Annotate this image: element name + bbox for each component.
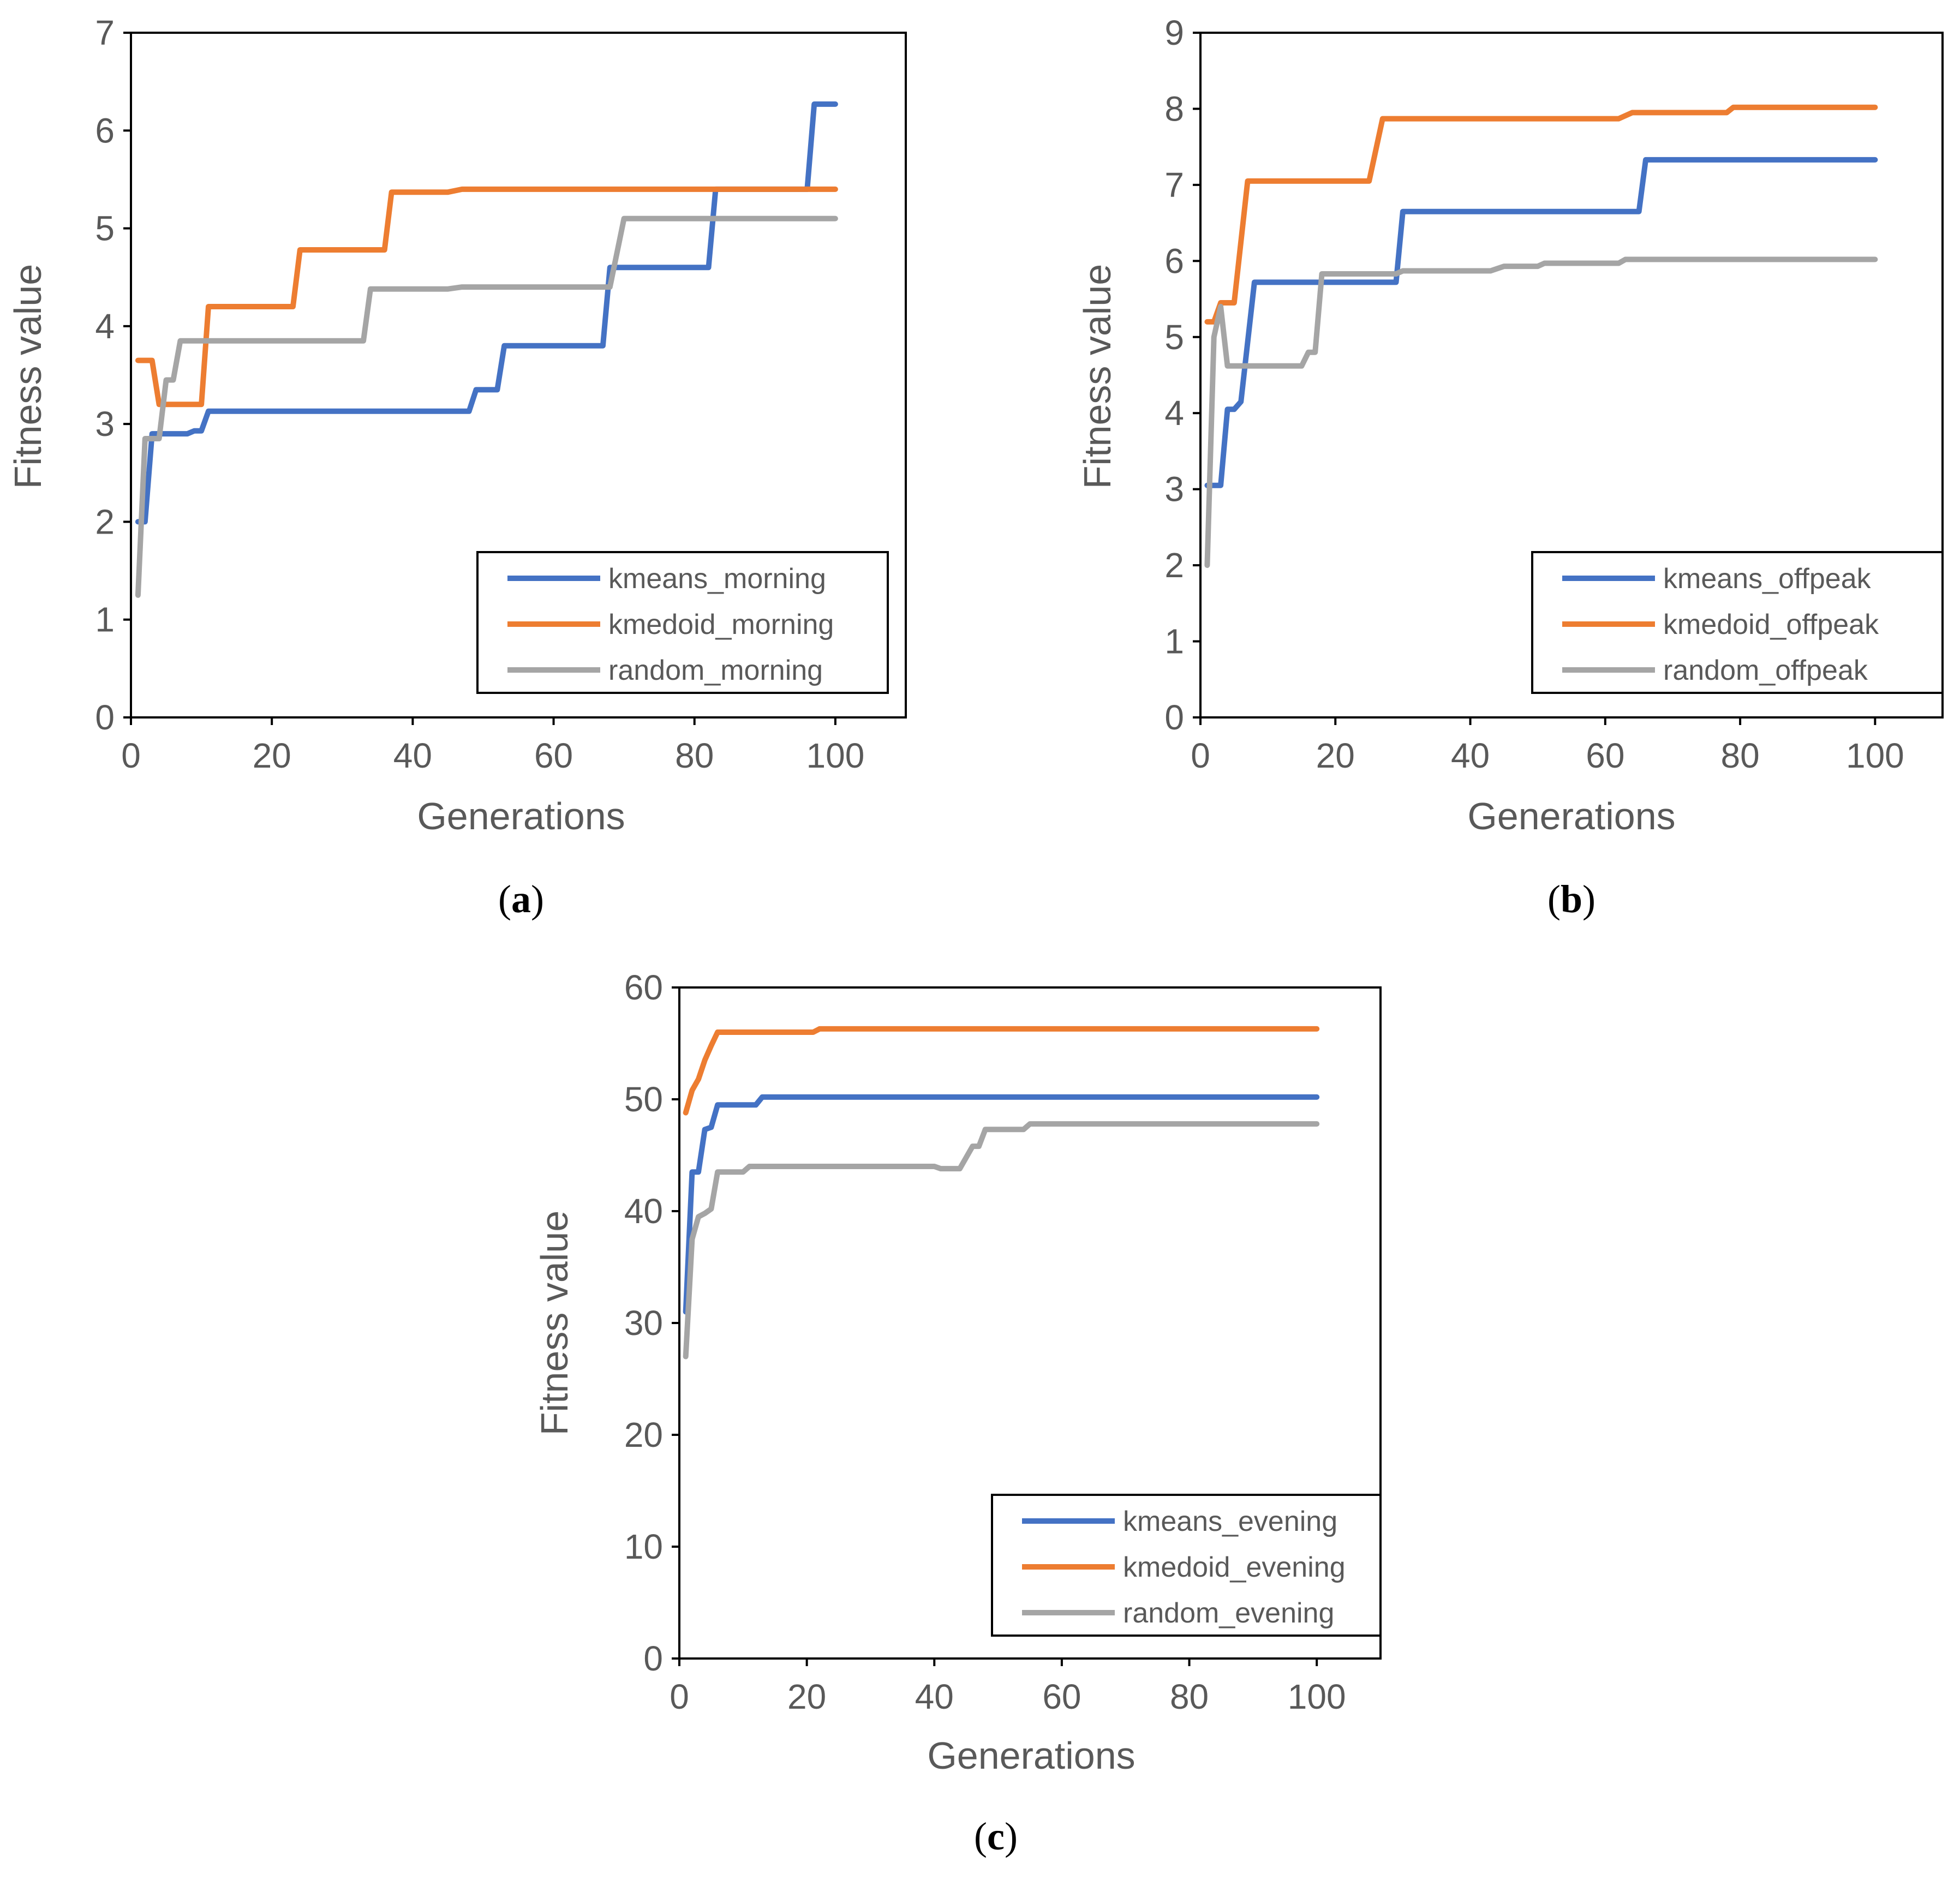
x-tick-label: 40	[915, 1677, 954, 1716]
panel-letter: c	[987, 1815, 1005, 1858]
x-tick-label: 80	[675, 736, 714, 775]
x-tick-label: 20	[787, 1677, 826, 1716]
y-tick-label: 1	[1164, 622, 1184, 661]
y-tick-label: 6	[95, 111, 115, 150]
y-axis-title: Fitness value	[1076, 264, 1119, 489]
x-tick-label: 60	[534, 736, 573, 775]
y-tick-label: 3	[1164, 470, 1184, 509]
y-tick-label: 40	[624, 1192, 663, 1231]
x-tick-label: 0	[121, 736, 141, 775]
y-tick-label: 0	[1164, 698, 1184, 737]
x-axis-title: Generations	[927, 1734, 1135, 1777]
y-axis-title: Fitness value	[533, 1211, 576, 1435]
y-tick-label: 60	[624, 968, 663, 1007]
y-tick-label: 8	[1164, 89, 1184, 128]
series-line-kmedoid_morning	[135, 186, 838, 408]
legend-label-random_morning: random_morning	[608, 655, 823, 686]
y-tick-label: 7	[1164, 165, 1184, 205]
chart-a: 0 1 2 3 4 5 6 7 0 20 40 60 80 100 Generations Fitness v…	[7, 13, 907, 921]
series-line-kmedoid_offpeak	[1204, 104, 1878, 325]
y-tick-label: 20	[624, 1415, 663, 1454]
plot-area-frame	[1199, 32, 1944, 719]
x-tick-label: 0	[1191, 736, 1210, 775]
y-tick-label: 4	[1164, 393, 1184, 433]
legend-label-random_evening: random_evening	[1123, 1597, 1334, 1629]
y-tick-label: 5	[95, 209, 115, 248]
y-tick-label: 9	[1164, 13, 1184, 52]
panel-caption: (c)	[974, 1815, 1018, 1858]
y-tick-label: 3	[95, 404, 115, 444]
panel-letter: b	[1561, 877, 1582, 921]
series-line-kmeans_morning	[135, 101, 838, 525]
chart-c: 0 10 20 30 40 50 60 0 20 40 60 80 100 Generations Fitn…	[533, 968, 1382, 1858]
y-tick-label: 2	[95, 502, 115, 541]
x-tick-label: 60	[1042, 1677, 1081, 1716]
y-tick-label: 5	[1164, 318, 1184, 357]
y-tick-label: 0	[95, 698, 115, 737]
x-axis-title: Generations	[417, 795, 625, 837]
x-tick-label: 100	[1846, 736, 1904, 775]
series-line-kmedoid_evening	[683, 1026, 1320, 1116]
y-tick-label: 50	[624, 1080, 663, 1119]
legend-label-kmeans_evening: kmeans_evening	[1123, 1506, 1337, 1537]
y-axis-title: Fitness value	[7, 264, 49, 489]
legend-label-kmeans_offpeak: kmeans_offpeak	[1663, 563, 1872, 595]
legend: kmeans_morning kmedoid_morning random_morn…	[476, 551, 889, 694]
plot-area-frame	[130, 32, 907, 719]
series-line-random_offpeak	[1204, 256, 1878, 568]
legend-label-kmedoid_offpeak: kmedoid_offpeak	[1663, 609, 1879, 640]
y-tick-label: 1	[95, 600, 115, 639]
x-tick-label: 0	[670, 1677, 689, 1716]
y-tick-label: 30	[624, 1303, 663, 1343]
legend: kmeans_evening kmedoid_evening random_even…	[991, 1494, 1382, 1637]
legend-label-random_offpeak: random_offpeak	[1663, 655, 1868, 686]
y-tick-label: 0	[643, 1639, 663, 1678]
x-tick-label: 100	[1288, 1677, 1346, 1716]
series-line-kmeans_evening	[683, 1094, 1320, 1315]
y-tick-label: 2	[1164, 546, 1184, 585]
legend-label-kmeans_morning: kmeans_morning	[608, 563, 826, 595]
x-axis-title: Generations	[1467, 795, 1675, 837]
y-tick-label: 4	[95, 307, 115, 346]
x-tick-label: 80	[1170, 1677, 1209, 1716]
x-tick-label: 40	[393, 736, 432, 775]
x-tick-label: 100	[806, 736, 865, 775]
x-tick-label: 40	[1451, 736, 1490, 775]
legend-label-kmedoid_evening: kmedoid_evening	[1123, 1552, 1346, 1583]
legend-label-kmedoid_morning: kmedoid_morning	[608, 609, 834, 640]
y-tick-label: 6	[1164, 241, 1184, 280]
series-line-random_morning	[135, 215, 838, 598]
chart-b: 0 1 2 3 4 5 6 7 8 9 0 20 40 60 80 100 Generations Fitness…	[1076, 13, 1944, 921]
x-tick-label: 20	[1316, 736, 1355, 775]
legend: kmeans_offpeak kmedoid_offpeak random_offp…	[1531, 551, 1944, 694]
panel-caption: (b)	[1547, 877, 1596, 921]
series-line-random_evening	[683, 1121, 1320, 1360]
y-tick-label: 7	[95, 13, 115, 52]
x-tick-label: 80	[1720, 736, 1759, 775]
series-line-kmeans_offpeak	[1204, 157, 1878, 488]
x-tick-label: 60	[1586, 736, 1624, 775]
y-tick-label: 10	[624, 1527, 663, 1566]
panel-caption: (a)	[498, 877, 544, 921]
x-tick-label: 20	[253, 736, 291, 775]
panel-letter: a	[511, 877, 531, 921]
